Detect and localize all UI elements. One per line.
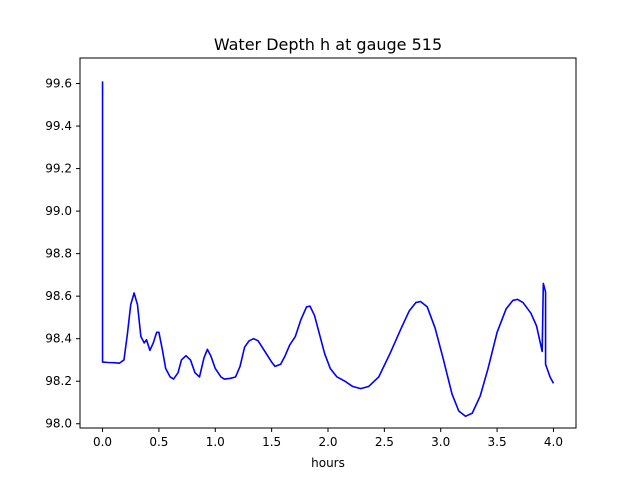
- y-tick-label: 98.0: [45, 417, 72, 431]
- x-tick-label: 4.0: [544, 435, 563, 449]
- y-tick-label: 98.6: [45, 289, 72, 303]
- series-line: [101, 81, 555, 418]
- x-tick-label: 2.0: [318, 435, 337, 449]
- y-tick-label: 98.4: [45, 332, 72, 346]
- series-layer: [101, 81, 555, 418]
- x-tick-label: 0.0: [93, 435, 112, 449]
- x-tick-label: 0.5: [149, 435, 168, 449]
- x-axis-label: hours: [311, 456, 345, 470]
- x-axis: 0.0 0.5 1.0 1.5 2.0 2.5 3.0 3.5 4.0: [93, 428, 563, 449]
- y-tick-label: 99.6: [45, 77, 72, 91]
- y-tick-label: 98.2: [45, 374, 72, 388]
- x-tick-label: 1.0: [206, 435, 225, 449]
- x-tick-label: 3.0: [431, 435, 450, 449]
- y-tick-label: 99.4: [45, 119, 72, 133]
- x-tick-label: 1.5: [262, 435, 281, 449]
- y-tick-label: 99.2: [45, 162, 72, 176]
- y-tick-label: 99.0: [45, 204, 72, 218]
- chart-title: Water Depth h at gauge 515: [214, 35, 442, 54]
- y-axis: 98.0 98.2 98.4 98.6 98.8 99.0 99.2 99.4 99.6: [45, 77, 80, 431]
- x-tick-label: 2.5: [375, 435, 394, 449]
- y-tick-label: 98.8: [45, 247, 72, 261]
- x-tick-label: 3.5: [488, 435, 507, 449]
